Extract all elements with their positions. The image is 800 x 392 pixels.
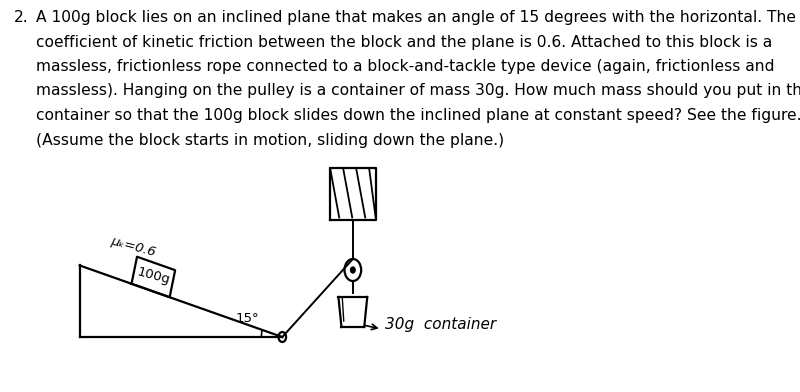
Text: 30g  container: 30g container — [386, 318, 497, 332]
Text: A 100g block lies on an inclined plane that makes an angle of 15 degrees with th: A 100g block lies on an inclined plane t… — [37, 10, 797, 25]
Text: 15°: 15° — [235, 312, 259, 325]
Circle shape — [350, 267, 355, 273]
Text: 100g: 100g — [136, 265, 171, 286]
Text: massless, frictionless rope connected to a block-and-tackle type device (again, : massless, frictionless rope connected to… — [37, 59, 775, 74]
Text: (Assume the block starts in motion, sliding down the plane.): (Assume the block starts in motion, slid… — [37, 132, 505, 147]
Text: massless). Hanging on the pulley is a container of mass 30g. How much mass shoul: massless). Hanging on the pulley is a co… — [37, 83, 800, 98]
Text: coefficient of kinetic friction between the block and the plane is 0.6. Attached: coefficient of kinetic friction between … — [37, 34, 773, 49]
Text: 2.: 2. — [14, 10, 28, 25]
Text: μₖ=0.6: μₖ=0.6 — [109, 234, 157, 259]
Text: container so that the 100g block slides down the inclined plane at constant spee: container so that the 100g block slides … — [37, 108, 800, 123]
